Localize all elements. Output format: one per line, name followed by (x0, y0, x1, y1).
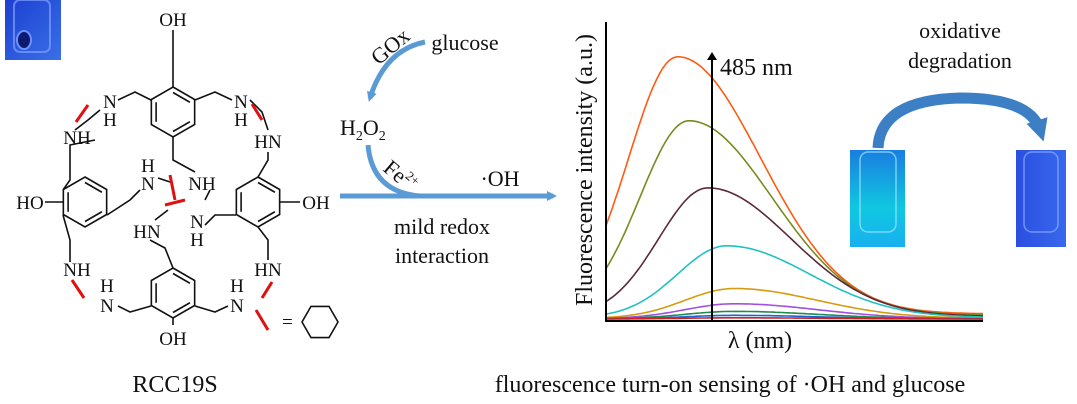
spectrum-curves (605, 55, 984, 320)
bond (149, 239, 174, 269)
double-bond (84, 181, 103, 193)
atom-label-h: H (103, 110, 117, 131)
double-bond (172, 302, 191, 314)
cyclohexane-legend: = (254, 305, 339, 339)
cuvette-photo-before (850, 150, 905, 247)
double-bond (257, 181, 276, 193)
atom-label-n: N (100, 296, 114, 317)
atom-label-hn: HN (254, 132, 282, 153)
molecule-name: RCC19S (132, 372, 217, 398)
cyclohexane-linker (168, 174, 177, 201)
cuvette-photo-after (1016, 150, 1066, 247)
bond (62, 214, 71, 262)
bond (157, 177, 171, 183)
bond (172, 137, 196, 173)
spectrum-curve-9 (606, 317, 983, 320)
cyclohexane-ring (301, 305, 339, 339)
linker-mark (254, 309, 270, 331)
peak-label: 485 nm (720, 55, 793, 81)
atom-label-h: H (190, 230, 204, 251)
bond (257, 226, 269, 260)
cyclohexane-linker (250, 103, 264, 121)
double-bond (172, 121, 191, 133)
atom-label-h: H (141, 156, 155, 177)
cyclohexane-linker (70, 279, 86, 299)
rcc19s-structure (45, 30, 300, 325)
caption: fluorescence turn-on sensing of ·OH and … (495, 372, 966, 398)
enzymatic-arrow (367, 39, 426, 102)
atom-label-nh: NH (63, 128, 91, 149)
bond (249, 99, 269, 131)
cyclohexane-linker (260, 281, 274, 299)
bond (117, 91, 152, 101)
bond (194, 305, 229, 313)
atom-label-n: N (141, 174, 155, 195)
spectrum-curve-3 (605, 187, 984, 317)
bond (194, 91, 233, 101)
equals-sign: = (282, 312, 293, 333)
x-axis-label: λ (nm) (728, 328, 792, 354)
atom-label-n: N (230, 296, 244, 317)
atom-label-nh: NH (188, 174, 216, 195)
atom-label-n: N (103, 92, 117, 113)
spectrum-curve-5 (605, 287, 984, 319)
benzene-ring-left (62, 176, 108, 228)
double-bond (172, 91, 191, 103)
spectrum-curve-4 (605, 245, 984, 318)
bond (106, 189, 141, 216)
degradation-label-line1: oxidative (919, 18, 1001, 43)
atom-label-hn: HN (254, 260, 282, 281)
atom-label-nh: NH (63, 260, 91, 281)
double-bond (257, 211, 276, 223)
atom-label-n: N (234, 92, 248, 113)
hydroxyl-radical-label: ·OH (480, 166, 519, 191)
process-label-line1: mild redox (394, 214, 490, 239)
atom-label-n: N (190, 212, 204, 233)
degradation-label-line2: degradation (908, 48, 1012, 73)
spectrum-curve-1 (605, 55, 984, 315)
atom-label-h: H (100, 276, 114, 297)
process-label-line2: interaction (395, 243, 489, 268)
bond (154, 209, 169, 221)
atom-label-h: H (230, 276, 244, 297)
benzene-ring-bottom (150, 267, 196, 319)
double-bond (84, 211, 103, 223)
fluorescence-spectrum: 485 nm Fluorescence intensity (a.u.) λ (… (572, 22, 984, 354)
benzene-ring-top (150, 86, 196, 138)
atom-label-ho: HO (16, 193, 43, 214)
cuvette-photo-rcc19s (5, 0, 61, 60)
atom-label-hn: HN (133, 222, 161, 243)
cyclohexane-linker (74, 104, 90, 123)
atom-label-oh: OH (159, 329, 187, 350)
bond (204, 189, 211, 201)
bond (62, 139, 96, 191)
y-axis-label: Fluorescence intensity (a.u.) (572, 34, 598, 306)
cyclohexane-linker (164, 198, 186, 207)
bond (204, 214, 236, 226)
substrate-label: glucose (431, 30, 498, 55)
atom-label-h: H (234, 110, 248, 131)
h2o2-label: H2O2 (340, 115, 386, 144)
bond (117, 305, 152, 313)
benzene-ring-right (235, 176, 281, 228)
bond (74, 109, 101, 131)
double-bond (172, 272, 191, 284)
degradation-panel: oxidative degradation (850, 18, 1066, 247)
degradation-arrow (872, 92, 1048, 149)
bond (257, 152, 269, 178)
reaction-scheme: GOx glucose H2O2 Fe2+ ·OH mild redox int… (340, 23, 557, 268)
atom-label-oh: OH (302, 193, 330, 214)
atom-label-oh: OH (159, 10, 187, 31)
